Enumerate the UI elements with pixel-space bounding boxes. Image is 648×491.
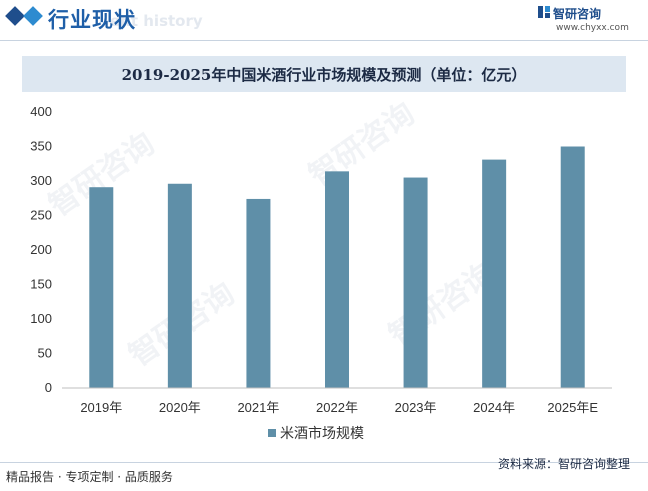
y-tick-label: 400 — [30, 104, 52, 119]
legend-label: 米酒市场规模 — [280, 425, 364, 442]
x-tick-label: 2025年E — [547, 400, 598, 415]
x-tick-label: 2024年 — [473, 400, 515, 415]
x-tick-label: 2023年 — [395, 400, 437, 415]
y-axis: 0 50 100 150 200 250 300 350 400 — [30, 104, 52, 395]
y-tick-label: 0 — [45, 380, 52, 395]
diamond-icon — [5, 6, 25, 26]
x-axis: 2019年 2020年 2021年 2022年 2023年 2024年 2025年E — [62, 387, 612, 415]
footer-divider — [0, 462, 648, 463]
header-bar: ent history 行业现状 智研咨询 www.chyxx.com — [0, 0, 648, 40]
y-tick-label: 100 — [30, 311, 52, 326]
bar — [89, 187, 114, 388]
diamond-icon-secondary — [23, 6, 43, 26]
brand-url: www.chyxx.com — [556, 23, 629, 33]
brand-logo-icon — [538, 6, 550, 18]
source-note: 资料来源：智研咨询整理 — [498, 457, 631, 471]
x-tick-label: 2020年 — [159, 400, 201, 415]
bar — [246, 198, 271, 388]
bar — [560, 146, 585, 388]
footer-tagline: 精品报告 · 专项定制 · 品质服务 — [6, 470, 173, 484]
x-tick-label: 2022年 — [316, 400, 358, 415]
bar — [325, 171, 349, 388]
y-tick-label: 300 — [30, 173, 52, 188]
y-tick-label: 350 — [30, 139, 52, 154]
bar-chart: 0 50 100 150 200 250 300 350 400 2019年 2020年 2021年… — [30, 104, 612, 442]
bar-series — [89, 146, 585, 388]
x-tick-label: 2021年 — [237, 400, 279, 415]
section-title: 行业现状 — [48, 8, 136, 32]
bar — [482, 159, 507, 388]
y-tick-label: 50 — [38, 346, 52, 361]
legend: 米酒市场规模 — [268, 425, 364, 442]
legend-swatch — [268, 429, 276, 437]
y-tick-label: 150 — [30, 277, 52, 292]
x-tick-label: 2019年 — [80, 400, 122, 415]
y-tick-label: 200 — [30, 242, 52, 257]
brand-name: 智研咨询 — [553, 7, 602, 21]
chart-title: 2019-2025年中国米酒行业市场规模及预测（单位：亿元） — [121, 66, 527, 84]
bar — [403, 177, 428, 388]
header-divider — [0, 40, 648, 41]
chart-title-banner: 2019-2025年中国米酒行业市场规模及预测（单位：亿元） — [22, 56, 626, 92]
section-subtitle: ent history — [110, 12, 203, 30]
y-tick-label: 250 — [30, 208, 52, 223]
bar — [167, 183, 192, 388]
